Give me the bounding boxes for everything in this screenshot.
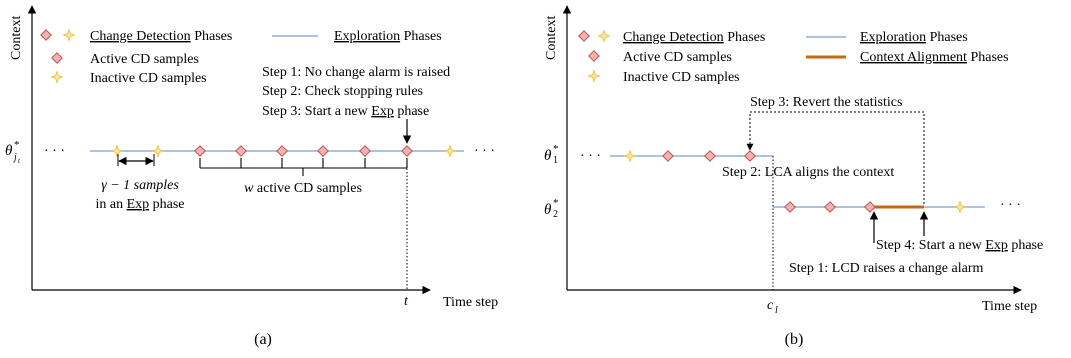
- inactive-sample-3: [444, 145, 456, 157]
- theta2: θ: [544, 202, 552, 218]
- legend-exp-phases: Exploration: [334, 29, 400, 44]
- diamond-marker-icon: [51, 52, 63, 64]
- legend-active: Active CD samples: [623, 50, 732, 65]
- legend-inactive: Inactive CD samples: [623, 70, 740, 85]
- gamma-label-1: γ − 1 samples: [101, 178, 179, 193]
- caption: (b): [785, 331, 804, 348]
- context-subsub: t: [18, 157, 21, 165]
- diamond-marker-icon: [40, 29, 52, 41]
- legend-exp-phases-suffix: Phases: [926, 30, 968, 45]
- inactive-sample-1: [624, 150, 636, 162]
- step-3-suffix: phase: [394, 104, 429, 119]
- w-label: active CD samples: [253, 181, 361, 196]
- active-sample-2: [704, 150, 716, 162]
- gamma-label-suffix: phase: [149, 197, 184, 212]
- t-label: t: [404, 294, 409, 309]
- gamma-label-exp: Exp: [127, 197, 150, 212]
- svg-text:Step 4: Start a new Exp phase: Step 4: Start a new Exp phase: [876, 238, 1043, 253]
- step-4-suffix: phase: [1008, 238, 1043, 253]
- active-sample-4: [317, 145, 329, 157]
- four-point-star-marker-icon: [598, 30, 610, 42]
- legend-exp-phases: Exploration: [860, 30, 926, 45]
- panel-a: Context Time step (a) Change Detection P…: [5, 5, 498, 348]
- active-sample-5: [824, 201, 836, 213]
- diamond-marker-icon: [578, 30, 590, 42]
- active-sample-1: [662, 150, 674, 162]
- step-3: Step 3: Revert the statistics: [750, 95, 902, 110]
- ellipsis-right: · · ·: [1000, 198, 1021, 213]
- svg-text:Change Detection Phases: Change Detection Phases: [623, 30, 765, 45]
- cl-sub: l: [775, 305, 778, 316]
- cl-label: c: [767, 298, 774, 313]
- legend-exp-phases-suffix: Phases: [400, 29, 442, 44]
- theta1-sup: *: [553, 143, 559, 155]
- inactive-sample-1: [111, 145, 123, 157]
- active-sample-2: [235, 145, 247, 157]
- step-1: Step 1: No change alarm is raised: [262, 65, 450, 80]
- four-point-star-marker-icon: [588, 70, 600, 82]
- legend-inactive: Inactive CD samples: [90, 71, 207, 86]
- active-sample-6: [401, 145, 413, 157]
- legend-cd-phases: Change Detection: [90, 29, 191, 44]
- step-3: Step 3: Start a new: [262, 104, 371, 119]
- theta2-sup: *: [553, 197, 559, 209]
- revert-path: [746, 111, 925, 204]
- legend-cd-phases-suffix: Phases: [724, 30, 766, 45]
- legend-active: Active CD samples: [90, 52, 199, 67]
- theta1-sub: 1: [553, 155, 558, 166]
- step-1: Step 1: LCD raises a change alarm: [789, 261, 983, 276]
- svg-text:Change Detection Phases: Change Detection Phases: [90, 29, 232, 44]
- step-2: Step 2: LCA aligns the context: [722, 165, 894, 180]
- y-axis-label: Context: [544, 16, 559, 60]
- svg-text:in an Exp phase: in an Exp phase: [95, 197, 184, 212]
- y-axis-label: Context: [9, 16, 24, 60]
- four-point-star-marker-icon: [51, 71, 63, 83]
- legend: Change Detection Phases Exploration Phas…: [40, 29, 442, 86]
- context-theta: θ: [5, 143, 13, 159]
- legend-cd-phases: Change Detection: [623, 30, 724, 45]
- panel-b: Context Time step (b) Change Detection P…: [544, 5, 1043, 348]
- active-sample-4: [784, 201, 796, 213]
- ellipsis-left: · · ·: [580, 149, 601, 164]
- active-sample-5: [359, 145, 371, 157]
- active-sample-3: [276, 145, 288, 157]
- step-3-exp: Exp: [371, 104, 394, 119]
- step-2: Step 2: Check stopping rules: [262, 84, 423, 99]
- legend: Change Detection Phases Exploration Phas…: [578, 30, 1009, 85]
- active-sample-6: [864, 201, 876, 213]
- ellipsis-right: · · ·: [474, 144, 495, 159]
- caption: (a): [254, 331, 272, 348]
- active-sample-3: [744, 150, 756, 162]
- svg-text:Step 3: Start a new Exp phase: Step 3: Start a new Exp phase: [262, 104, 429, 119]
- legend-cd-phases-suffix: Phases: [191, 29, 233, 44]
- svg-text:w active CD samples: w active CD samples: [244, 181, 362, 196]
- step-4-exp: Exp: [985, 238, 1008, 253]
- context-sup: *: [14, 139, 20, 151]
- theta2-sub: 2: [553, 209, 558, 220]
- svg-text:Context Alignment Phases: Context Alignment Phases: [860, 50, 1009, 65]
- ellipsis-left: · · ·: [44, 144, 65, 159]
- svg-text:θ: θ: [5, 143, 13, 159]
- four-point-star-marker-icon: [63, 29, 75, 41]
- active-sample-1: [194, 145, 206, 157]
- legend-align-phases: Context Alignment: [860, 50, 967, 65]
- diamond-marker-icon: [588, 50, 600, 62]
- context-sub: j: [12, 152, 17, 163]
- x-axis-label: Time step: [443, 295, 498, 310]
- gamma-label-2: in an: [95, 197, 126, 212]
- step-4: Step 4: Start a new: [876, 238, 985, 253]
- w-bracket: [199, 158, 408, 176]
- w-label-var: w: [244, 181, 254, 196]
- theta1: θ: [544, 148, 552, 164]
- svg-text:Exploration Phases: Exploration Phases: [334, 29, 442, 44]
- x-axis-label: Time step: [982, 299, 1037, 314]
- inactive-sample-2: [954, 201, 966, 213]
- legend-align-phases-suffix: Phases: [967, 50, 1009, 65]
- svg-text:Exploration Phases: Exploration Phases: [860, 30, 968, 45]
